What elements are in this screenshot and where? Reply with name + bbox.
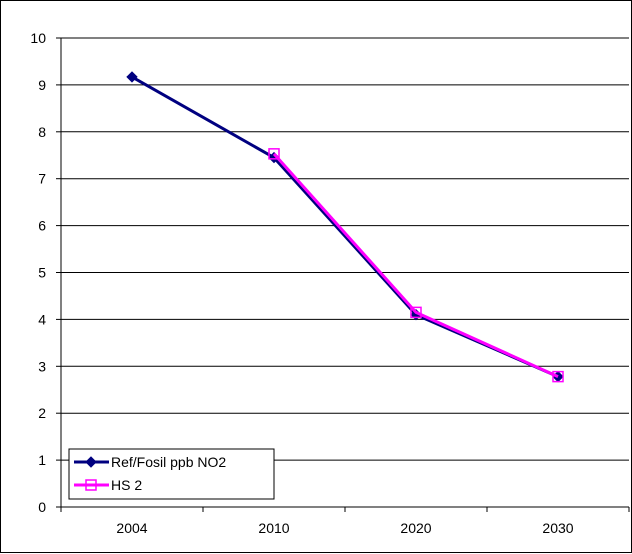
legend-label-0: Ref/Fosil ppb NO2 — [111, 454, 226, 470]
series-lines — [126, 71, 564, 383]
x-tick-label: 2030 — [542, 520, 573, 536]
legend-box — [68, 448, 275, 500]
data-point — [126, 71, 138, 83]
y-tick-label: 0 — [38, 499, 46, 515]
legend-marker-1 — [85, 479, 97, 491]
y-axis-tick-labels: 0 1 2 3 4 5 6 7 8 9 10 — [30, 30, 46, 515]
y-tick-label: 5 — [38, 265, 46, 281]
axes — [56, 37, 630, 512]
legend-label-1: HS 2 — [111, 477, 142, 493]
x-tick-label: 2004 — [116, 520, 147, 536]
y-tick-label: 3 — [38, 358, 46, 374]
y-tick-label: 7 — [38, 171, 46, 187]
data-point — [552, 370, 564, 383]
y-tick-label: 8 — [38, 124, 46, 140]
y-tick-label: 6 — [38, 218, 46, 234]
legend-marker-0 — [85, 456, 97, 468]
data-point — [410, 306, 422, 319]
y-tick-label: 10 — [30, 30, 46, 46]
series-line-1 — [272, 152, 559, 378]
legend: Ref/Fosil ppb NO2 HS 2 — [68, 448, 275, 500]
gridlines — [61, 37, 629, 461]
data-point — [268, 148, 280, 160]
y-tick-label: 1 — [38, 452, 46, 468]
x-axis-tick-labels: 2004 2010 2020 2030 — [116, 520, 573, 536]
x-tick-label: 2020 — [400, 520, 431, 536]
y-tick-label: 4 — [38, 311, 46, 327]
x-tick-label: 2010 — [258, 520, 289, 536]
y-tick-label: 9 — [38, 77, 46, 93]
y-tick-label: 2 — [38, 405, 46, 421]
series-line-0 — [131, 75, 559, 378]
